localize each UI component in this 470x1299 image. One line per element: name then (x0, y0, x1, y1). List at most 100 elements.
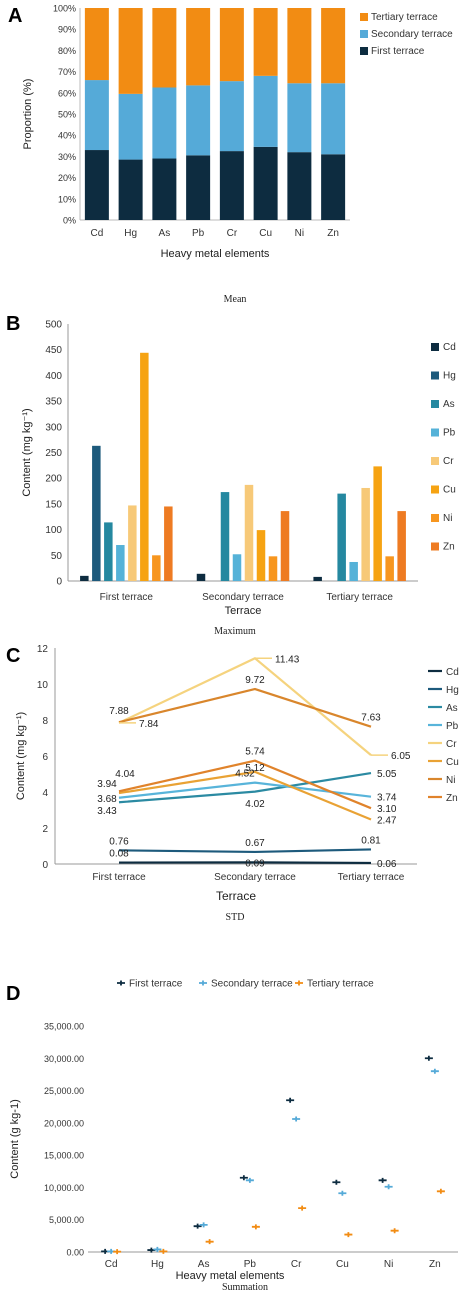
x-tick-label: Hg (151, 1259, 164, 1270)
panel-letter-a: A (8, 5, 22, 27)
marker-secondary-terrace-cr (292, 1116, 301, 1122)
x-tick-label: Zn (327, 228, 339, 239)
bar-secondary-terrace-cd (84, 80, 109, 151)
legend-swatch-secondary-terrace (360, 30, 368, 38)
legend-label: First terrace (129, 979, 183, 990)
x-axis-title: Terrace (216, 889, 256, 903)
data-label: 3.10 (377, 804, 397, 815)
caption-summation: Summation (222, 1282, 268, 1293)
bar-first-terrace-pb (186, 155, 211, 220)
data-label: 0.81 (361, 835, 381, 846)
x-tick-label: Tertiary terrace (338, 872, 405, 883)
x-tick-label: Secondary terrace (214, 872, 296, 883)
y-tick-label: 200 (45, 474, 62, 485)
x-tick-label: Cr (291, 1259, 302, 1270)
marker-first-terrace-pb (239, 1175, 248, 1181)
legend-label: Cu (446, 757, 459, 768)
x-axis-title: Heavy metal elements (176, 1270, 285, 1282)
bar-pb-first-terrace (116, 545, 125, 581)
bar-cd-tertiary-terrace (313, 576, 322, 581)
y-tick-label: 0% (63, 216, 76, 226)
line-ni (118, 687, 372, 728)
legend-swatch-tertiary-terrace (295, 980, 303, 986)
y-tick-label: 400 (45, 371, 62, 382)
legend-label: As (443, 399, 455, 410)
legend-label: Pb (443, 428, 456, 439)
y-axis-title: Content (mg kg⁻¹) (21, 408, 33, 496)
y-tick-label: 100% (53, 4, 76, 14)
y-tick-label: 450 (45, 345, 62, 356)
legend-label: Pb (446, 721, 459, 732)
marker-first-terrace-ni (378, 1177, 387, 1183)
x-axis-title: Heavy metal elements (161, 248, 270, 260)
x-tick-label: Cu (259, 228, 272, 239)
y-tick-label: 40% (58, 131, 76, 141)
panel-letter-c: C (6, 645, 20, 667)
data-label: 4.02 (245, 799, 265, 810)
bar-pb-secondary-terrace (232, 554, 242, 581)
data-label: 0.09 (245, 858, 265, 869)
data-label: 9.72 (245, 675, 265, 686)
bar-cu-secondary-terrace (256, 530, 266, 581)
legend-label: Ni (446, 775, 455, 786)
bar-ni-secondary-terrace (268, 556, 278, 581)
legend-label: Hg (446, 685, 459, 696)
bar-as-tertiary-terrace (337, 493, 346, 581)
legend-swatch-first-terrace (117, 980, 125, 986)
data-label: 4.52 (235, 769, 255, 780)
data-label: 5.05 (377, 769, 397, 780)
marker-secondary-terrace-cu (338, 1190, 347, 1196)
y-tick-label: 0.00 (66, 1248, 84, 1258)
y-tick-label: 35,000.00 (44, 1022, 84, 1032)
y-tick-label: 250 (45, 448, 62, 459)
y-tick-label: 80% (58, 46, 76, 56)
y-tick-label: 30,000.00 (44, 1054, 84, 1064)
bar-secondary-terrace-cu (253, 75, 278, 147)
caption-maximum: Maximum (214, 626, 256, 637)
bar-first-terrace-zn (321, 154, 346, 220)
legend-label: Cu (443, 485, 456, 496)
marker-tertiary-terrace-hg (159, 1248, 168, 1254)
chart-b-grouped-bar: B 0 50 100 150 200 250 300 350 400 450 500 First te… (6, 313, 456, 637)
bar-first-terrace-hg (118, 159, 143, 220)
panel-letter-d: D (6, 983, 20, 1005)
marker-secondary-terrace-zn (430, 1068, 439, 1074)
y-tick-label: 15,000.00 (44, 1151, 84, 1161)
bar-first-terrace-as (152, 158, 177, 220)
bar-zn-tertiary-terrace (397, 511, 406, 581)
y-tick-label: 500 (45, 320, 62, 331)
chart-a-stacked-bar: A 0% 10% 20% 30% 40% 50% 60% 70% 80% 90% 100% Cd Hg A… (8, 4, 453, 306)
y-axis-title: Proportion (%) (22, 79, 34, 150)
bar-secondary-terrace-as (152, 87, 177, 159)
legend-label: Cd (446, 667, 459, 678)
data-label: 3.43 (97, 806, 117, 817)
y-tick-label: 0 (56, 577, 62, 588)
bar-zn-first-terrace (164, 506, 173, 581)
marker-tertiary-terrace-cr (298, 1205, 307, 1211)
data-label: 11.43 (275, 654, 300, 665)
y-tick-label: 350 (45, 397, 62, 408)
data-label: 0.08 (109, 849, 129, 860)
y-tick-label: 4 (42, 788, 48, 799)
data-label: 0.67 (245, 838, 265, 849)
legend-label: Hg (443, 371, 456, 382)
legend-label: Tertiary terrace (307, 979, 374, 990)
bar-secondary-terrace-zn (321, 83, 346, 155)
x-tick-label: First terrace (100, 592, 154, 603)
y-tick-label: 2 (42, 824, 48, 835)
legend-label: Cr (443, 456, 454, 467)
legend-swatch-cu (431, 485, 439, 494)
bar-hg-first-terrace (92, 445, 101, 581)
x-tick-label: Cd (105, 1259, 118, 1270)
data-label: 4.04 (115, 769, 135, 780)
bar-ni-tertiary-terrace (385, 556, 394, 581)
y-tick-label: 5,000.00 (49, 1215, 84, 1225)
data-label: 0.06 (377, 859, 397, 870)
bar-secondary-terrace-hg (118, 93, 143, 160)
bar-as-secondary-terrace (220, 492, 230, 581)
line-cr (118, 656, 372, 756)
y-tick-label: 6 (42, 752, 48, 763)
line-cd (118, 861, 372, 865)
data-label: 5.12 (245, 763, 265, 774)
legend-label: Cr (446, 739, 457, 750)
